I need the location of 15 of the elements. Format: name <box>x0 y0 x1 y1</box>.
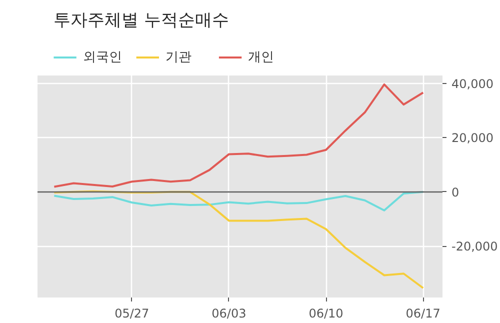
y-tick-label: 20,000 <box>452 131 494 146</box>
line-series <box>53 190 424 289</box>
y-tick-label: 40,000 <box>452 76 494 91</box>
legend-label: 기관 <box>165 50 192 65</box>
chart-title: 투자주체별 누적순매수 <box>54 10 230 30</box>
x-tick-label: 05/27 <box>114 306 150 320</box>
x-tick-label: 06/10 <box>308 306 344 320</box>
legend-label: 외국인 <box>82 50 122 65</box>
x-tick-label: 06/03 <box>212 306 246 320</box>
y-tick-label: 0 <box>452 185 460 200</box>
y-tick-label: -20,000 <box>452 240 498 254</box>
line-series <box>53 190 424 212</box>
line-series <box>53 83 424 188</box>
x-tick-label: 06/17 <box>406 306 440 320</box>
legend-label: 개인 <box>248 50 274 65</box>
